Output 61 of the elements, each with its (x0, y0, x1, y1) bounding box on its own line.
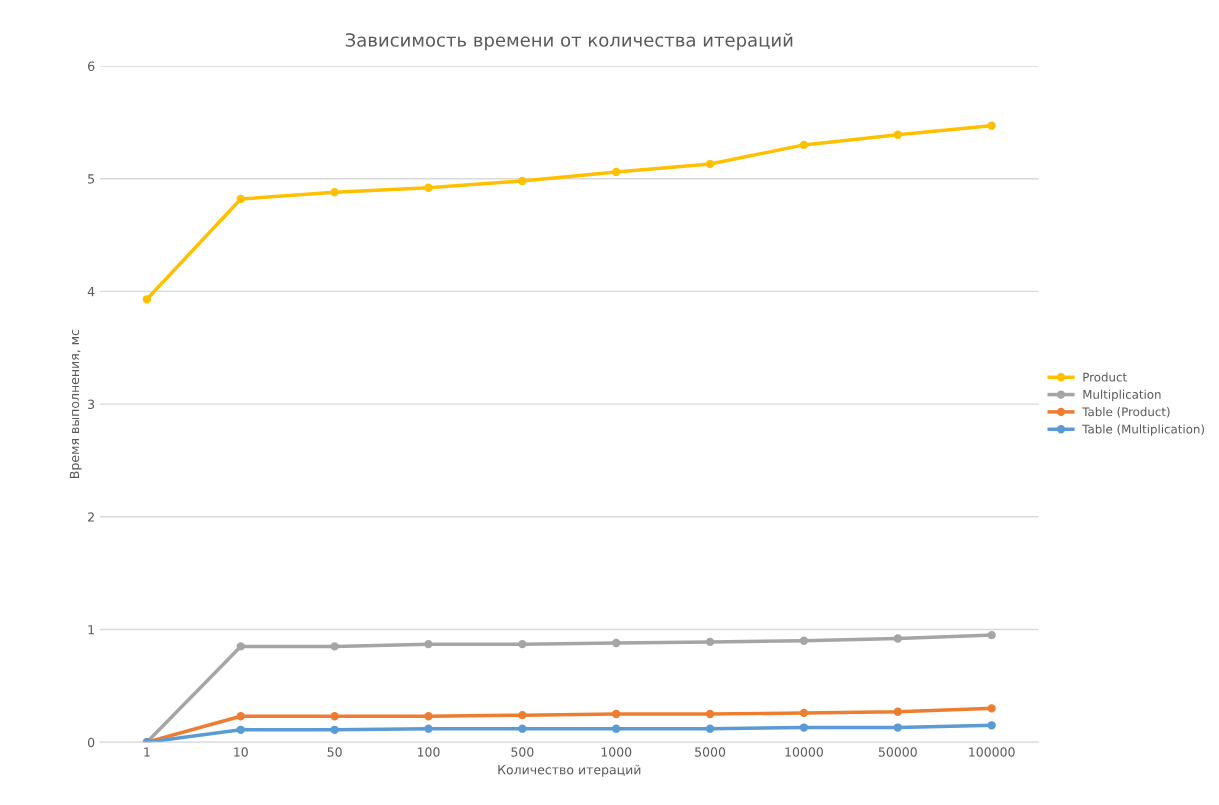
x-tick-label: 10 (234, 747, 248, 757)
point (799, 708, 809, 718)
y-tick-label: 1 (88, 625, 94, 635)
point (424, 639, 433, 649)
x-tick-label: 1000 (601, 747, 632, 757)
point (893, 707, 902, 716)
x-tick-label: 500 (511, 747, 534, 757)
point (987, 630, 996, 640)
point (518, 176, 527, 186)
legend-label: Table (Product) (1082, 407, 1170, 418)
y-tick-label: 0 (87, 737, 95, 748)
y-tick-label: 6 (88, 61, 95, 71)
point (612, 709, 621, 719)
point (236, 642, 245, 651)
point (893, 723, 902, 732)
point (705, 637, 715, 647)
point (236, 194, 245, 204)
point (424, 712, 433, 721)
x-tick-label: 100 (417, 747, 440, 757)
point (236, 725, 245, 734)
point (330, 712, 339, 721)
legend-label: Multiplication (1083, 389, 1161, 402)
point (612, 724, 621, 733)
x-tick-label: 50 (327, 747, 342, 757)
point (705, 159, 715, 169)
point (987, 721, 996, 730)
point (893, 634, 902, 643)
point (987, 121, 996, 130)
y-tick-label: 2 (88, 512, 94, 522)
point (612, 167, 621, 177)
point (330, 725, 339, 734)
x-tick-label: 50000 (878, 747, 917, 757)
chart-title: Зависимость времени от количества итераций (345, 32, 793, 51)
y-tick-label: 4 (87, 287, 95, 297)
x-tick-label: 100000 (969, 747, 1015, 757)
x-tick-label: 10000 (785, 747, 823, 757)
point (705, 724, 715, 733)
y-tick-label: 5 (88, 174, 95, 184)
x-tick-label: 5000 (695, 747, 726, 757)
point (705, 709, 715, 719)
y-tick-label: 3 (88, 399, 95, 410)
point (987, 704, 996, 713)
point (236, 712, 245, 721)
x-tick-label: 1 (144, 747, 150, 757)
point (799, 636, 809, 645)
point (518, 639, 527, 649)
point (330, 642, 339, 651)
point (424, 183, 433, 192)
point (799, 723, 809, 732)
point (330, 188, 339, 197)
point (518, 724, 527, 733)
legend-label: Table (Multiplication) (1082, 424, 1204, 436)
point (799, 140, 809, 150)
point (142, 295, 152, 304)
y-axis-title: Время выполнения, мс (69, 329, 82, 478)
point (424, 724, 433, 733)
legend-label: Product (1083, 372, 1127, 382)
point (612, 638, 621, 648)
point (893, 130, 902, 139)
point (518, 710, 527, 720)
x-axis-title: Количество итераций (498, 764, 641, 777)
